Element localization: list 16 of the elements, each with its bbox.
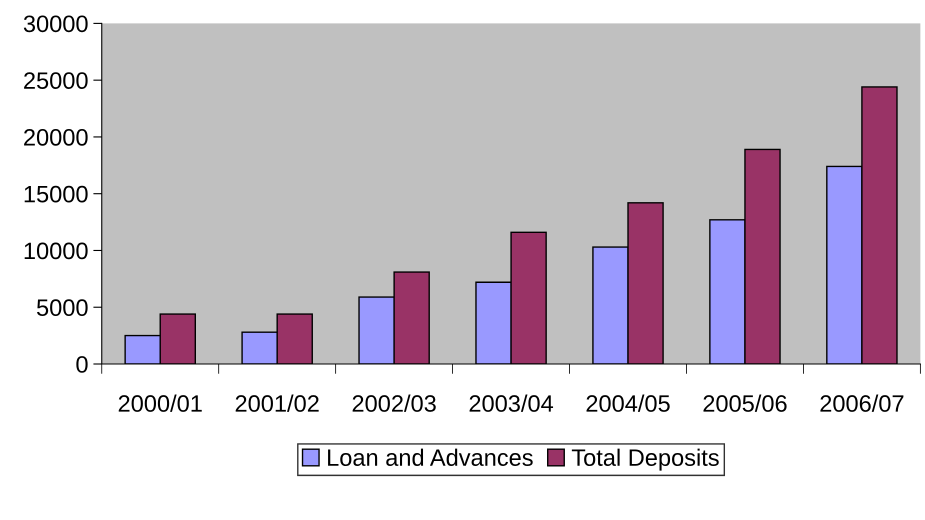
x-tick-label: 2002/03 bbox=[352, 394, 436, 412]
legend-label: Loan and Advances bbox=[328, 448, 533, 466]
y-tick-label: 15000 bbox=[24, 186, 88, 202]
y-tick-label: 10000 bbox=[24, 242, 88, 260]
y-tick-label: 0 bbox=[76, 356, 88, 373]
y-tick-label: 25000 bbox=[24, 72, 88, 89]
x-tick-label: 2000/01 bbox=[118, 394, 202, 412]
x-tick-label: 2006/07 bbox=[820, 394, 904, 412]
x-tick-label: 2001/02 bbox=[236, 394, 319, 412]
y-tick-label: 5000 bbox=[36, 299, 88, 316]
legend-label: Total Deposits bbox=[572, 448, 719, 471]
y-tick-label: 20000 bbox=[24, 129, 88, 146]
x-tick-label: 2004/05 bbox=[586, 394, 670, 412]
x-tick-label: 2003/04 bbox=[470, 394, 554, 412]
x-tick-label: 2005/06 bbox=[703, 394, 787, 412]
y-tick-label: 30000 bbox=[24, 15, 88, 32]
